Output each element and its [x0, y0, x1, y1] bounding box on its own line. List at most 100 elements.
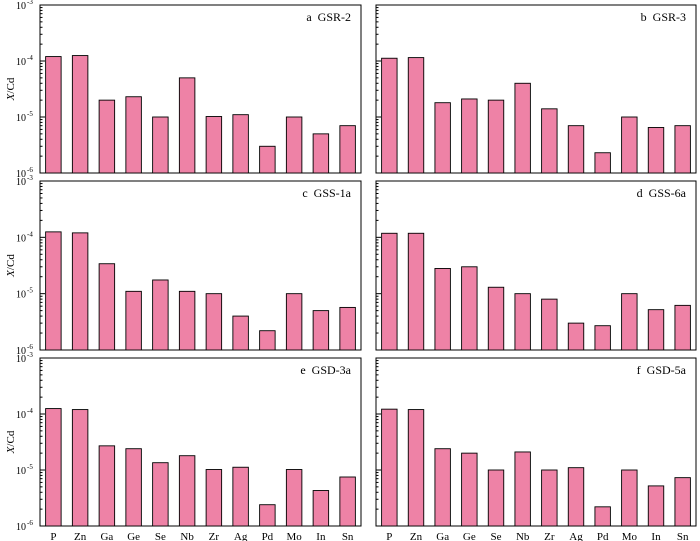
bar-mo — [285, 293, 303, 351]
bar-ga — [98, 445, 116, 527]
bar-nb — [514, 451, 531, 527]
bar-pd — [259, 504, 276, 527]
bar-zr — [205, 293, 223, 351]
bar-ge — [461, 98, 478, 174]
bar-ag — [567, 322, 585, 351]
bar-sn — [339, 125, 356, 174]
bar-ge — [461, 452, 478, 527]
x-tick-label: Ag — [234, 531, 248, 541]
panel-frame — [39, 180, 362, 351]
x-tick-label: Mo — [286, 531, 302, 541]
bar-mo — [285, 116, 303, 174]
y-tick-exponent: -3 — [27, 174, 33, 182]
bar-nb — [178, 290, 196, 351]
bar-se — [487, 469, 505, 527]
x-tick-label: Zr — [544, 531, 555, 541]
y-tick-exponent: -5 — [27, 110, 33, 118]
x-tick-label: Pd — [597, 531, 609, 541]
bar-nb — [178, 455, 196, 527]
bar-ga — [434, 268, 451, 351]
bar-zn — [71, 55, 89, 174]
bar-in — [647, 485, 665, 527]
bar-ge — [125, 290, 142, 351]
bar-ag — [232, 466, 249, 527]
y-tick-label: 10 — [16, 290, 26, 301]
bar-zr — [205, 469, 223, 527]
y-tick-exponent: -6 — [27, 166, 33, 174]
bar-se — [152, 116, 169, 174]
x-tick-label: P — [50, 531, 56, 541]
bar-sn — [339, 476, 356, 527]
bar-p — [45, 231, 62, 351]
bar-zr — [541, 469, 558, 527]
y-axis-label: X/Cd — [5, 254, 17, 278]
y-tick-exponent: -3 — [27, 351, 33, 359]
bar-zn — [407, 409, 425, 527]
bar-pd — [594, 152, 611, 174]
bar-zr — [205, 116, 223, 174]
y-tick-label: 10 — [16, 57, 26, 68]
bar-sn — [339, 306, 356, 351]
panel-frame — [375, 180, 697, 351]
bar-pd — [259, 330, 276, 351]
bar-ag — [232, 315, 249, 351]
bar-ag — [567, 125, 585, 174]
bar-ge — [125, 96, 142, 174]
panel-frame — [375, 357, 697, 527]
x-tick-label: Se — [155, 531, 166, 541]
bar-se — [152, 279, 169, 351]
y-axis-label: X/Cd — [5, 430, 17, 454]
bar-mo — [621, 116, 638, 174]
y-tick-exponent: -4 — [27, 54, 33, 62]
bar-p — [45, 56, 62, 174]
bar-p — [45, 408, 62, 527]
panel-title: c GSS-1a — [302, 186, 351, 200]
panel-title: e GSD-3a — [300, 363, 351, 377]
x-tick-label: In — [651, 531, 661, 541]
bar-mo — [285, 469, 303, 527]
y-tick-label: 10 — [16, 410, 26, 421]
panel-title: b GSR-3 — [641, 10, 686, 24]
bar-zn — [71, 232, 89, 351]
x-tick-label: Mo — [622, 531, 638, 541]
y-tick-label: 10 — [16, 346, 26, 357]
panel-frame — [39, 357, 362, 527]
x-tick-label: Ga — [436, 531, 449, 541]
bar-in — [312, 490, 330, 527]
bar-ga — [434, 448, 451, 527]
y-tick-exponent: -5 — [27, 287, 33, 295]
bar-nb — [514, 82, 531, 174]
y-tick-label: 10 — [16, 522, 26, 533]
bar-ga — [434, 102, 451, 174]
bar-ag — [567, 467, 585, 527]
bar-se — [487, 286, 505, 351]
panel-e: 10-610-510-410 -3X/CdP Zn Ga Ge Se Nb Zr Ag Pd Mo I… — [5, 351, 362, 541]
bar-p — [381, 232, 398, 351]
y-tick-exponent: -3 — [27, 0, 33, 6]
panel-a: 10-610-510-410 -3X/Cda GSR-2 — [5, 0, 362, 180]
panel-title: f GSD-5a — [637, 363, 687, 377]
y-tick-label: 10 — [16, 466, 26, 477]
bar-zn — [71, 409, 89, 527]
x-tick-label: Ge — [127, 531, 140, 541]
bar-ge — [125, 448, 142, 527]
x-tick-label: Nb — [516, 531, 530, 541]
bar-zn — [407, 232, 425, 351]
panel-f: P Zn Ga Ge Se Nb Zr Ag Pd Mo In Sn f GSD-5a — [375, 357, 697, 541]
bar-pd — [594, 506, 611, 527]
bar-zr — [541, 108, 558, 174]
bar-ga — [98, 99, 116, 174]
bar-p — [381, 408, 398, 527]
bar-in — [647, 127, 665, 174]
bar-sn — [674, 477, 691, 527]
x-tick-label: Nb — [180, 531, 194, 541]
y-tick-label: 10 — [16, 177, 26, 188]
x-tick-label: In — [316, 531, 326, 541]
y-tick-exponent: -6 — [27, 343, 33, 351]
bar-ga — [98, 263, 116, 351]
y-tick-exponent: -6 — [27, 519, 33, 527]
bar-sn — [674, 125, 691, 174]
y-tick-label: 10 — [16, 169, 26, 180]
panel-frame — [375, 4, 697, 174]
